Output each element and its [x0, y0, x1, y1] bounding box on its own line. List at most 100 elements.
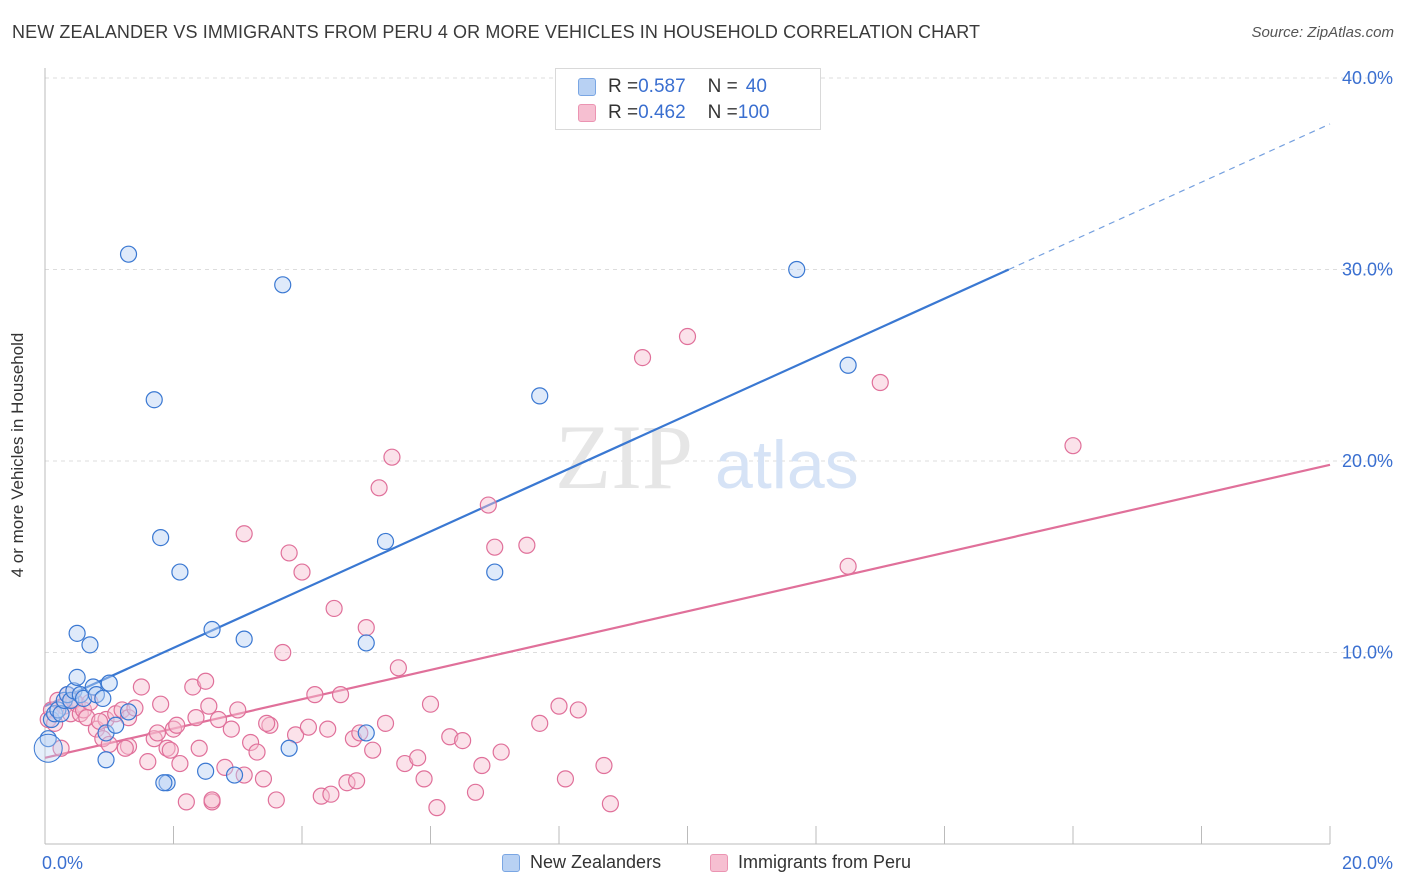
legend-n-label: N = — [707, 76, 738, 97]
data-point-immigrants-from-peru — [148, 724, 167, 742]
data-point-new-zealanders — [145, 391, 163, 409]
data-point-immigrants-from-peru — [473, 756, 491, 775]
data-point-immigrants-from-peru — [486, 538, 504, 556]
data-point-new-zealanders — [531, 387, 549, 405]
y-axis-title: 4 or more Vehicles in Household — [8, 332, 27, 578]
data-point-immigrants-from-peru — [550, 697, 568, 715]
data-point-immigrants-from-peru — [171, 754, 189, 773]
data-point-immigrants-from-peru — [454, 731, 472, 750]
data-point-new-zealanders — [171, 563, 189, 581]
data-point-immigrants-from-peru — [633, 348, 652, 367]
data-point-immigrants-from-peru — [200, 697, 218, 715]
data-point-new-zealanders — [68, 624, 86, 642]
data-point-new-zealanders — [107, 716, 125, 734]
data-point-immigrants-from-peru — [1064, 437, 1082, 455]
data-point-immigrants-from-peru — [441, 728, 459, 746]
legend-swatch-pink — [578, 104, 596, 122]
data-point-new-zealanders — [119, 703, 138, 721]
y-tick-label: 20.0% — [1342, 451, 1393, 471]
data-point-immigrants-from-peru — [466, 783, 485, 801]
data-point-immigrants-from-peru — [274, 643, 292, 662]
data-point-immigrants-from-peru — [132, 678, 150, 696]
data-point-immigrants-from-peru — [364, 741, 382, 759]
bottom-legend-label-1: New Zealanders — [530, 852, 662, 872]
data-point-immigrants-from-peru — [351, 724, 369, 742]
legend-r-label: R = — [608, 76, 639, 97]
data-point-immigrants-from-peru — [235, 525, 253, 543]
points-immigrants-from-peru — [39, 327, 1082, 817]
data-point-immigrants-from-peru — [119, 709, 138, 727]
data-point-immigrants-from-peru — [409, 749, 427, 767]
data-point-immigrants-from-peru — [376, 714, 395, 732]
legend-swatch-blue — [578, 78, 596, 96]
data-point-immigrants-from-peru — [325, 599, 343, 618]
bottom-legend-swatch-pink — [710, 853, 728, 872]
data-point-new-zealanders — [97, 751, 115, 769]
data-point-new-zealanders — [81, 636, 99, 654]
data-point-immigrants-from-peru — [357, 619, 375, 637]
data-point-immigrants-from-peru — [556, 770, 575, 788]
data-point-new-zealanders — [94, 689, 112, 708]
data-point-immigrants-from-peru — [428, 799, 446, 817]
legend: R = 0.587 N = 40 R = 0.462 N = 100 — [555, 68, 821, 130]
data-point-immigrants-from-peru — [839, 557, 857, 575]
y-tick-label: 40.0% — [1342, 68, 1393, 88]
legend-n-label: N = — [707, 102, 738, 123]
data-point-immigrants-from-peru — [152, 695, 170, 713]
data-point-immigrants-from-peru — [254, 770, 273, 788]
data-point-new-zealanders — [839, 356, 857, 374]
chart-title: NEW ZEALANDER VS IMMIGRANTS FROM PERU 4 … — [12, 22, 981, 42]
data-point-immigrants-from-peru — [492, 743, 510, 761]
data-point-immigrants-from-peru — [78, 709, 96, 727]
data-point-new-zealanders — [280, 739, 298, 757]
bottom-legend-immigrants-from-peru: Immigrants from Peru — [710, 852, 911, 873]
data-point-immigrants-from-peru — [190, 739, 208, 757]
data-point-immigrants-from-peru — [319, 720, 337, 738]
data-point-immigrants-from-peru — [258, 714, 276, 732]
data-point-immigrants-from-peru — [322, 785, 340, 803]
legend-n-value-2: 100 — [737, 102, 770, 123]
data-point-new-zealanders — [235, 630, 253, 648]
data-point-immigrants-from-peru — [168, 716, 186, 734]
data-point-immigrants-from-peru — [187, 709, 205, 727]
trend-line-immigrants-from-peru — [44, 463, 1331, 759]
data-point-immigrants-from-peru — [348, 772, 366, 790]
data-point-immigrants-from-peru — [280, 544, 298, 562]
legend-r-label: R = — [608, 102, 639, 123]
data-point-immigrants-from-peru — [209, 710, 228, 729]
data-point-immigrants-from-peru — [871, 373, 889, 392]
data-point-immigrants-from-peru — [293, 563, 311, 581]
data-point-new-zealanders — [486, 563, 504, 581]
data-point-new-zealanders — [155, 774, 173, 792]
data-point-immigrants-from-peru — [421, 695, 440, 713]
data-point-new-zealanders — [203, 620, 221, 639]
data-point-immigrants-from-peru — [331, 686, 350, 704]
x-tick-label-min: 0.0% — [42, 853, 83, 873]
data-point-new-zealanders — [225, 766, 244, 784]
x-tick-label-max: 20.0% — [1342, 853, 1393, 873]
data-point-immigrants-from-peru — [97, 710, 115, 729]
data-point-new-zealanders — [274, 276, 292, 294]
bottom-legend-swatch-blue — [502, 853, 520, 872]
data-point-immigrants-from-peru — [242, 733, 260, 752]
data-point-new-zealanders — [100, 674, 118, 692]
data-point-new-zealanders — [376, 532, 395, 551]
data-point-immigrants-from-peru — [595, 756, 613, 775]
data-point-immigrants-from-peru — [415, 770, 433, 788]
data-point-immigrants-from-peru — [177, 793, 195, 811]
data-point-new-zealanders — [62, 691, 80, 709]
legend-r-value-2: 0.462 — [638, 102, 686, 123]
data-point-immigrants-from-peru — [267, 791, 285, 809]
data-point-immigrants-from-peru — [248, 743, 266, 761]
legend-row-immigrants-from-peru: R = 0.462 N = 100 — [578, 101, 769, 125]
data-point-immigrants-from-peru — [229, 701, 247, 719]
gridlines — [45, 77, 1392, 653]
bottom-legend-new-zealanders: New Zealanders — [502, 852, 661, 873]
data-point-immigrants-from-peru — [601, 795, 620, 813]
data-point-immigrants-from-peru — [52, 739, 70, 757]
data-point-new-zealanders — [68, 668, 86, 686]
data-point-new-zealanders — [52, 705, 70, 723]
data-point-immigrants-from-peru — [161, 741, 179, 759]
data-point-immigrants-from-peru — [299, 718, 318, 736]
